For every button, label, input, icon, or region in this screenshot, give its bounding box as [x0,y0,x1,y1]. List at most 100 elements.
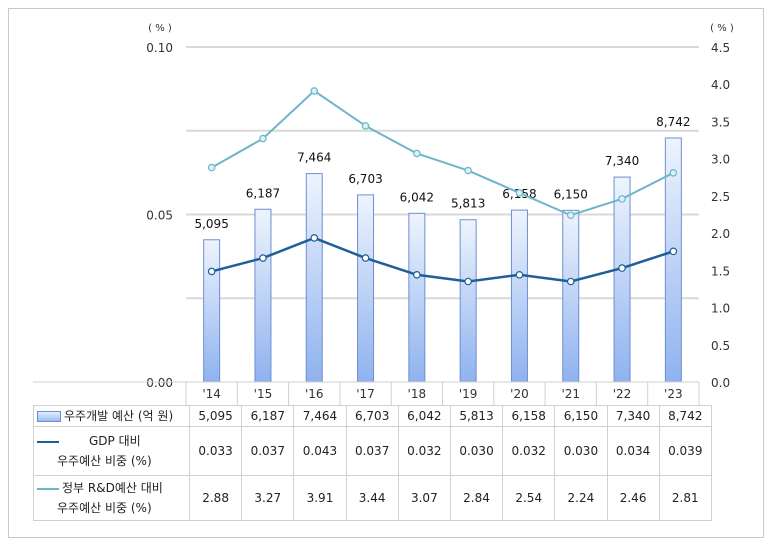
table-row-gdp: GDP 대비 우주예산 비중 (%) 0.033 0.037 0.043 0.037 0.0… [33,426,712,476]
bar [305,173,323,383]
legend-label: 우주개발 예산 (억 원) [64,409,174,423]
table-cell: 3.91 [293,475,347,521]
bar-data-label: 6,187 [246,186,280,200]
bar-data-label: 6,150 [554,187,588,201]
right-tick-label: 2.0 [711,227,730,241]
table-row-rnd: 정부 R&D예산 대비 우주예산 비중 (%) 2.88 3.27 3.91 3.44 3.… [33,475,712,521]
bar [459,219,477,383]
legend-label: 우주예산 비중 (%) [57,501,152,515]
gdp-marker [413,270,421,279]
rnd-marker [310,87,319,95]
table-cell: 2.88 [188,475,243,521]
x-tick-label: '19 [459,387,478,401]
table-cell: 6,703 [345,405,399,427]
gdp-marker [464,277,472,286]
right-tick-label: 4.5 [711,41,730,55]
rnd-line [211,89,674,217]
gdp-marker [207,267,216,276]
table-cell: 6,187 [241,405,295,427]
right-tick-label: 3.0 [711,153,730,167]
table-cell: 3.44 [345,475,399,521]
right-axis-unit: ( % ) [710,23,734,34]
right-tick-label: 0.5 [711,339,730,353]
table-cell: 5,095 [188,405,243,427]
table-cell: 7,340 [606,405,660,427]
rnd-marker [361,122,370,130]
table-row-budget: 우주개발 예산 (억 원) 5,095 6,187 7,464 6,703 6,042 5,… [33,405,712,427]
table-cell: 2.54 [502,475,556,521]
left-tick-label: 0.10 [146,41,173,55]
table-cell: 0.043 [293,426,347,476]
legend-label: 정부 R&D예산 대비 [62,481,163,495]
bar [613,176,631,383]
x-tick-label: '21 [561,387,580,401]
table-cell: 0.032 [502,426,556,476]
rnd-marker [413,149,421,158]
bar [510,209,528,383]
bar [562,209,580,383]
left-tick-label: 0.05 [146,209,173,223]
table-cell: 2.84 [449,475,504,521]
table-cell: 0.037 [241,426,295,476]
table-cell: 0.032 [397,426,451,476]
rnd-marker [464,166,472,175]
x-tick-label: '15 [254,387,273,401]
table-cell: 0.030 [554,426,608,476]
gdp-line [211,236,674,283]
bar-data-label: 5,095 [194,217,228,231]
table-cell: 5,813 [449,405,504,427]
legend-label: GDP 대비 [89,434,141,448]
table-cell: 3.07 [397,475,451,521]
gdp-marker [618,264,626,272]
bar [254,208,272,383]
right-tick-label: 2.5 [711,190,730,204]
x-tick-label: '18 [408,387,427,401]
x-tick-label: '20 [510,387,529,401]
bar-data-label: 5,813 [451,197,485,211]
table-cell: 0.030 [449,426,504,476]
table-cell: 8,742 [658,405,712,427]
bar [408,212,426,383]
table-cell: 0.039 [658,426,712,476]
rnd-marker [515,189,524,197]
gdp-marker [515,270,524,279]
x-tick-label: '17 [356,387,375,401]
x-tick-label: '23 [664,387,683,401]
right-tick-label: 1.5 [711,264,730,278]
table-cell: 7,464 [293,405,347,427]
bar-data-label: 7,464 [297,151,331,165]
chart-frame [8,8,764,538]
gdp-marker [361,254,370,262]
table-cell: 2.81 [658,475,712,521]
left-axis-unit: ( % ) [148,23,172,34]
table-cell: 0.034 [606,426,660,476]
bar-data-label: 6,042 [400,190,434,204]
table-cell: 6,150 [554,405,608,427]
gdp-marker [566,277,575,286]
x-tick-label: '22 [613,387,632,401]
rnd-marker [669,169,678,177]
bar-legend-icon [37,411,61,422]
right-tick-label: 0.0 [711,376,730,390]
rnd-marker [207,163,216,172]
table-cell: 6,158 [502,405,556,427]
table-cell: 6,042 [397,405,451,427]
table-cell: 3.27 [241,475,295,521]
right-tick-label: 1.0 [711,302,730,316]
table-cell: 0.037 [345,426,399,476]
gdp-marker [310,234,319,242]
table-cell: 2.24 [554,475,608,521]
rnd-marker [259,134,267,143]
legend-budget: 우주개발 예산 (억 원) [33,405,190,427]
legend-label: 우주예산 비중 (%) [57,454,152,468]
bar-data-label: 8,742 [656,115,690,129]
bar-data-label: 7,340 [605,154,639,168]
bar [357,194,375,383]
table-cell: 0.033 [188,426,243,476]
line-marker-legend-icon [37,487,59,490]
table-cell: 2.46 [606,475,660,521]
